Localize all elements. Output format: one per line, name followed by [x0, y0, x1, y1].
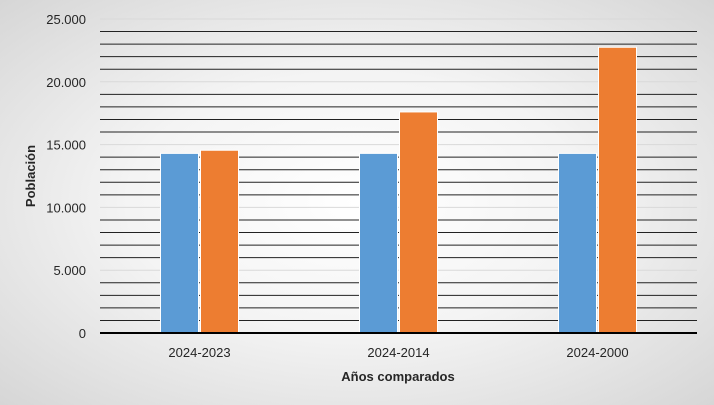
y-tick-label: 15.000: [46, 138, 86, 153]
gridlines: [100, 18, 697, 321]
x-tick-labels: 2024-2023 2024-2014 2024-2000: [168, 345, 628, 360]
bar-series-2-2024-2014: [399, 111, 438, 334]
bar-series-1-2024-2023: [160, 152, 199, 334]
bar-series-2-2024-2000: [598, 46, 637, 334]
y-tick-label: 0: [79, 326, 86, 341]
x-tick-label: 2024-2000: [566, 345, 628, 360]
x-axis-title: Años comparados: [341, 369, 454, 384]
bar-series-2-2024-2023: [200, 149, 239, 334]
y-tick-labels: 0 5.000 10.000 15.000 20.000 25.000: [46, 12, 86, 341]
y-tick-label: 5.000: [53, 263, 86, 278]
bar-series-1-2024-2000: [558, 152, 597, 334]
y-tick-label: 25.000: [46, 12, 86, 27]
x-tick-label: 2024-2023: [168, 345, 230, 360]
y-axis-title: Población: [23, 145, 38, 207]
y-tick-label: 20.000: [46, 75, 86, 90]
bar-series-1-2024-2014: [359, 152, 398, 334]
bars: [160, 46, 637, 334]
x-tick-label: 2024-2014: [367, 345, 429, 360]
y-tick-label: 10.000: [46, 200, 86, 215]
